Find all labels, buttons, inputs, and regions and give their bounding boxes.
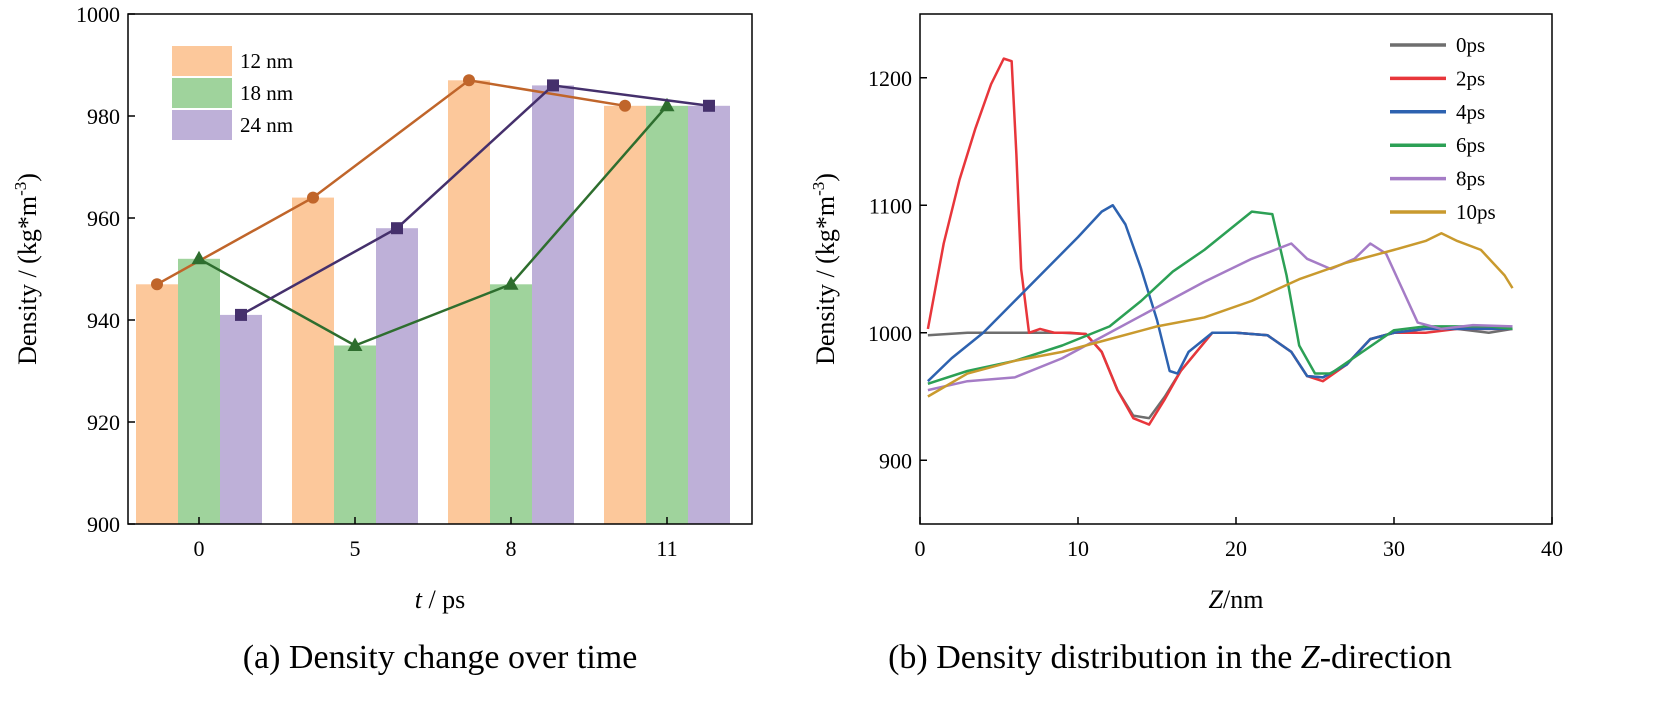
panel-b-x-axis-label: Z/nm bbox=[1209, 585, 1264, 614]
marker-12nm-8 bbox=[463, 74, 475, 87]
bar-18nm-0 bbox=[178, 258, 220, 524]
panel-b-legend: 0ps 2ps 4ps 6ps 8ps 10ps bbox=[1390, 33, 1496, 224]
marker-18nm-8 bbox=[503, 276, 519, 290]
legend-label: 24 nm bbox=[240, 113, 293, 137]
y-tick-label: 940 bbox=[87, 308, 120, 333]
panel-a-plot-frame bbox=[127, 13, 753, 525]
panel-a-y-axis-label: Density / (kg*m-3) bbox=[11, 173, 42, 365]
x-tick-label: 0 bbox=[194, 536, 205, 561]
x-tick-label: 20 bbox=[1225, 536, 1247, 561]
panel-a-legend: 12 nm 18 nm 24 nm bbox=[172, 46, 293, 140]
marker-24nm-8 bbox=[547, 79, 559, 92]
x-tick-label: 5 bbox=[350, 536, 361, 561]
panel-a-caption: (a) Density change over time bbox=[243, 639, 638, 676]
panel-b-x-axis: 0 10 20 30 40 bbox=[915, 517, 1563, 561]
x-tick-label: 11 bbox=[656, 536, 677, 561]
marker-18nm-11 bbox=[659, 97, 675, 112]
legend-label: 12 nm bbox=[240, 49, 293, 73]
x-tick-label: 8 bbox=[506, 536, 517, 561]
series-line-8ps bbox=[927, 242, 1513, 392]
panel-b-y-axis-label: Density / (kg*m-3) bbox=[809, 173, 840, 365]
y-tick-label: 1000 bbox=[868, 321, 912, 346]
y-tick-label: 1000 bbox=[76, 2, 120, 27]
legend-label: 8ps bbox=[1456, 167, 1485, 191]
y-tick-label: 980 bbox=[87, 104, 120, 129]
bar-24nm-0 bbox=[220, 314, 262, 524]
panel-b-density-along-z: 900 1000 1100 1200 0 10 20 30 40 0ps 2ps 4ps 6ps 8p… bbox=[809, 13, 1563, 676]
legend-label: 0ps bbox=[1456, 33, 1485, 57]
marker-12nm-11 bbox=[619, 99, 631, 112]
legend-label: 18 nm bbox=[240, 81, 293, 105]
bar-18nm-8 bbox=[490, 284, 532, 524]
x-tick-label: 40 bbox=[1541, 536, 1563, 561]
panel-a-x-axis: 0 5 8 11 bbox=[194, 517, 678, 561]
trend-line-24nm bbox=[240, 84, 710, 316]
marker-24nm-0 bbox=[235, 308, 247, 321]
panel-b-caption: (b) Density distribution in the Z-direct… bbox=[888, 639, 1452, 676]
bar-12nm-11 bbox=[604, 105, 646, 525]
y-tick-label: 920 bbox=[87, 410, 120, 435]
marker-12nm-5 bbox=[307, 191, 319, 204]
panel-a-trend-lines bbox=[151, 74, 715, 351]
legend-label: 4ps bbox=[1456, 100, 1485, 124]
legend-label: 10ps bbox=[1456, 200, 1496, 224]
y-tick-label: 900 bbox=[87, 512, 120, 537]
bar-24nm-5 bbox=[376, 228, 418, 524]
y-tick-label: 1100 bbox=[869, 193, 912, 218]
legend-label: 6ps bbox=[1456, 133, 1485, 157]
x-tick-label: 30 bbox=[1383, 536, 1405, 561]
y-tick-label: 960 bbox=[87, 206, 120, 231]
bar-12nm-0 bbox=[136, 284, 178, 524]
bar-18nm-11 bbox=[646, 105, 688, 525]
legend-label: 2ps bbox=[1456, 66, 1485, 90]
series-line-10ps bbox=[927, 232, 1514, 398]
panel-a-x-axis-label: t / ps bbox=[415, 585, 466, 614]
series-line-0ps bbox=[927, 327, 1513, 420]
marker-12nm-0 bbox=[151, 278, 163, 291]
legend-swatch-12nm bbox=[172, 46, 232, 76]
marker-24nm-5 bbox=[391, 222, 403, 235]
marker-24nm-11 bbox=[703, 99, 715, 112]
bar-12nm-5 bbox=[292, 197, 334, 524]
legend-swatch-24nm bbox=[172, 110, 232, 140]
y-tick-label: 1200 bbox=[868, 66, 912, 91]
trend-line-18nm bbox=[198, 104, 668, 347]
y-tick-label: 900 bbox=[879, 448, 912, 473]
panel-b-series-lines bbox=[926, 57, 1514, 426]
panel-b-y-axis: 900 1000 1100 1200 bbox=[868, 66, 927, 473]
bar-18nm-5 bbox=[334, 345, 376, 524]
bar-24nm-11 bbox=[688, 105, 730, 525]
legend-swatch-18nm bbox=[172, 78, 232, 108]
panel-a-density-over-time: 900 920 940 960 980 1000 0 5 8 11 12 nm 18 nm 24 n… bbox=[11, 2, 753, 676]
panel-b-plot-frame bbox=[919, 13, 1553, 525]
bar-24nm-8 bbox=[532, 85, 574, 525]
bar-12nm-8 bbox=[448, 80, 490, 525]
series-line-6ps bbox=[927, 210, 1513, 385]
trend-line-12nm bbox=[156, 78, 626, 286]
marker-18nm-0 bbox=[191, 250, 207, 265]
panel-a-y-axis: 900 920 940 960 980 1000 bbox=[76, 2, 135, 537]
marker-18nm-5 bbox=[347, 337, 363, 351]
x-tick-label: 10 bbox=[1067, 536, 1089, 561]
series-line-4ps bbox=[927, 204, 1513, 383]
panel-a-bars bbox=[136, 80, 730, 525]
x-tick-label: 0 bbox=[915, 536, 926, 561]
